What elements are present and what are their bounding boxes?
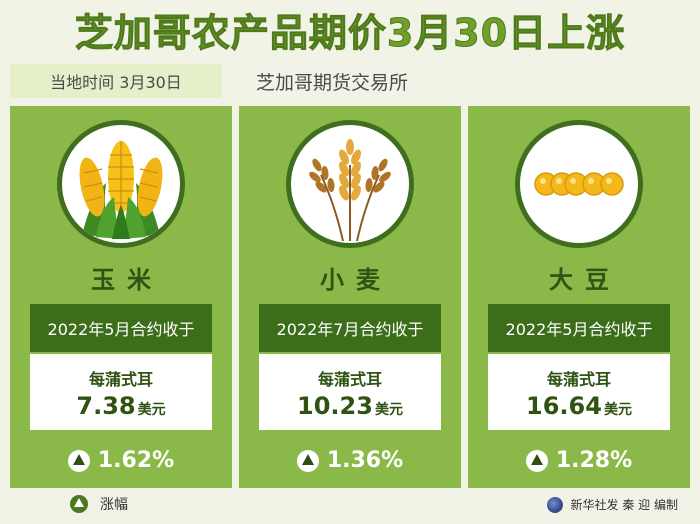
corn-icon xyxy=(57,120,185,248)
price-value: 16.64 xyxy=(526,392,602,420)
exchange-name: 芝加哥期货交易所 xyxy=(256,71,409,94)
product-card-corn: 玉米 2022年5月合约收于 每蒲式耳 7.38 美元 1.62% xyxy=(10,106,232,488)
page-title: 芝加哥农产品期价3月30日上涨 xyxy=(74,11,626,56)
legend-label: 涨幅 xyxy=(100,497,128,513)
price-value: 7.38 xyxy=(76,392,136,420)
price-unit: 每蒲式耳 xyxy=(88,370,153,389)
legend: 涨幅 xyxy=(70,494,128,514)
contract-label: 2022年7月合约收于 xyxy=(259,304,441,352)
xinhua-logo-icon xyxy=(546,496,563,513)
contract-label: 2022年5月合约收于 xyxy=(488,304,670,352)
soybean-icon xyxy=(515,120,643,248)
change-value: 1.28% xyxy=(555,448,633,473)
price-box: 每蒲式耳 10.23 美元 xyxy=(259,354,441,430)
price-currency: 美元 xyxy=(374,402,403,418)
wheat-icon xyxy=(286,120,414,248)
product-name: 大豆 xyxy=(549,266,621,294)
price-currency: 美元 xyxy=(603,402,632,418)
credit-text: 新华社发 秦 迎 编制 xyxy=(570,498,678,512)
price-box: 每蒲式耳 7.38 美元 xyxy=(30,354,212,430)
change-value: 1.62% xyxy=(97,448,175,473)
price-currency: 美元 xyxy=(137,402,166,418)
price-value: 10.23 xyxy=(297,392,373,420)
up-triangle-icon xyxy=(296,449,319,472)
product-card-soybean: 大豆 2022年5月合约收于 每蒲式耳 16.64 美元 1.28% xyxy=(468,106,690,488)
product-card-wheat: 小麦 2022年7月合约收于 每蒲式耳 10.23 美元 1.36% xyxy=(239,106,461,488)
credit: 新华社发 秦 迎 编制 xyxy=(546,496,678,513)
change-indicator: 1.28% xyxy=(468,448,690,473)
contract-label: 2022年5月合约收于 xyxy=(30,304,212,352)
change-value: 1.36% xyxy=(326,448,404,473)
up-triangle-icon xyxy=(70,495,88,513)
change-indicator: 1.62% xyxy=(10,448,232,473)
up-triangle-icon xyxy=(67,449,90,472)
product-name: 小麦 xyxy=(320,266,392,294)
price-box: 每蒲式耳 16.64 美元 xyxy=(488,354,670,430)
change-indicator: 1.36% xyxy=(239,448,461,473)
up-triangle-icon xyxy=(525,449,548,472)
price-unit: 每蒲式耳 xyxy=(546,370,611,389)
product-name: 玉米 xyxy=(91,266,163,294)
price-unit: 每蒲式耳 xyxy=(317,370,382,389)
date-label: 当地时间 3月30日 xyxy=(10,64,222,98)
